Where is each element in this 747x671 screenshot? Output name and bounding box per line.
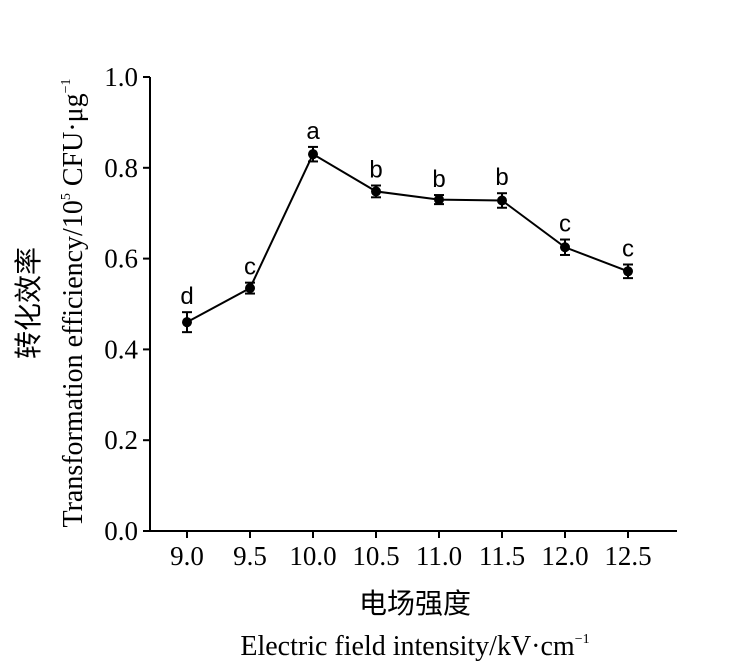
y-tick-label: 0.4 xyxy=(104,334,138,364)
y-tick-label: 0.2 xyxy=(104,425,138,455)
y-tick-label: 0.8 xyxy=(104,153,138,183)
x-tick-label: 9.5 xyxy=(233,541,267,571)
significance-letter: c xyxy=(622,236,634,263)
significance-letter: d xyxy=(180,283,193,310)
data-point xyxy=(245,283,255,293)
significance-letter: b xyxy=(369,157,382,184)
y-axis-label-en-a: Transformation efficiency/10 xyxy=(58,200,89,527)
significance-letter: c xyxy=(244,254,256,281)
x-tick-label: 11.0 xyxy=(416,541,462,571)
chart: 0.0 0.2 0.4 0.6 0.8 1.0 9.0 9.5 10.0 10.5 11.0 11.… xyxy=(0,0,747,671)
y-axis-label-cn: 转化效率 xyxy=(13,247,45,359)
significance-letter: a xyxy=(306,118,320,145)
y-axis-label-en-b: CFU·μg xyxy=(58,93,89,193)
x-ticks: 9.0 9.5 10.0 10.5 11.0 11.5 12.0 12.5 xyxy=(170,531,652,571)
x-tick-label: 12.5 xyxy=(604,541,651,571)
x-axis-label-en-main: Electric field intensity/kV·cm xyxy=(240,631,575,662)
data-point xyxy=(560,242,570,252)
data-point xyxy=(623,266,633,276)
data-point xyxy=(434,195,444,205)
data-point xyxy=(308,149,318,159)
x-axis-label-en-sup: −1 xyxy=(575,632,590,647)
axes xyxy=(149,77,677,532)
x-tick-label: 12.0 xyxy=(541,541,588,571)
x-tick-label: 9.0 xyxy=(170,541,204,571)
y-ticks: 0.0 0.2 0.4 0.6 0.8 1.0 xyxy=(104,62,150,546)
y-axis-label-en-sup1: 5 xyxy=(59,193,74,200)
x-tick-label: 10.5 xyxy=(352,541,399,571)
significance-letter: b xyxy=(432,166,445,193)
y-axis-label-en-sup2: −1 xyxy=(59,78,74,93)
significance-letter: b xyxy=(495,164,508,191)
significance-letter: c xyxy=(559,211,571,238)
y-tick-label: 0.0 xyxy=(104,516,138,546)
significance-letters: d c a b b b c c xyxy=(180,118,634,310)
data-point xyxy=(371,186,381,196)
y-axis-label-en: Transformation efficiency/105 CFU·μg−1 xyxy=(58,78,89,527)
data-point xyxy=(182,317,192,327)
series-line xyxy=(187,154,628,322)
y-tick-label: 1.0 xyxy=(104,62,138,92)
x-tick-label: 10.0 xyxy=(289,541,336,571)
x-axis-label-en: Electric field intensity/kV·cm−1 xyxy=(240,631,589,662)
x-axis-label-cn: 电场强度 xyxy=(359,588,471,620)
x-tick-label: 11.5 xyxy=(479,541,525,571)
data-point xyxy=(497,195,507,205)
y-tick-label: 0.6 xyxy=(104,244,138,274)
series xyxy=(182,147,633,332)
